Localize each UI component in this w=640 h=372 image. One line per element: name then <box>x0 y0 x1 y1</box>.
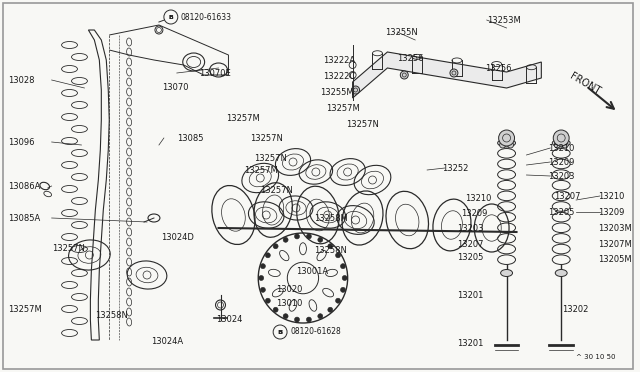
Ellipse shape <box>273 307 278 312</box>
Text: 13258N: 13258N <box>314 246 347 254</box>
Ellipse shape <box>552 139 570 147</box>
Text: 13256: 13256 <box>397 54 424 62</box>
Text: 13257N: 13257N <box>260 186 293 195</box>
Text: 13257N: 13257N <box>52 244 84 253</box>
Ellipse shape <box>318 237 323 242</box>
Text: 13256: 13256 <box>484 64 511 73</box>
Circle shape <box>499 130 515 146</box>
Ellipse shape <box>307 234 312 239</box>
Text: 13203M: 13203M <box>598 224 632 232</box>
Ellipse shape <box>335 298 340 303</box>
Ellipse shape <box>340 287 346 292</box>
Text: 13257N: 13257N <box>254 154 287 163</box>
Text: 13252: 13252 <box>442 164 468 173</box>
Text: 13257N: 13257N <box>250 134 283 142</box>
Text: 13210: 13210 <box>598 192 625 201</box>
Text: 08120-61628: 08120-61628 <box>290 327 340 337</box>
Ellipse shape <box>266 298 270 303</box>
Text: 13096: 13096 <box>8 138 35 147</box>
Text: 13255N: 13255N <box>385 28 418 36</box>
Circle shape <box>562 142 568 148</box>
Text: 13205M: 13205M <box>598 256 632 264</box>
Text: 13024A: 13024A <box>151 337 183 346</box>
Text: 13209: 13209 <box>461 208 487 218</box>
Ellipse shape <box>500 269 513 276</box>
Text: 13202: 13202 <box>562 305 589 314</box>
Circle shape <box>500 142 506 148</box>
Ellipse shape <box>400 71 408 79</box>
Text: 13207M: 13207M <box>598 240 632 248</box>
Text: 13209: 13209 <box>598 208 625 217</box>
Ellipse shape <box>283 237 288 242</box>
Ellipse shape <box>498 139 515 147</box>
Text: ^ 30 10 50: ^ 30 10 50 <box>576 354 616 360</box>
Ellipse shape <box>307 317 312 322</box>
Text: FRONT: FRONT <box>568 71 602 97</box>
Text: 08120-61633: 08120-61633 <box>180 13 232 22</box>
Text: 13253M: 13253M <box>486 16 520 25</box>
Ellipse shape <box>273 244 278 249</box>
Ellipse shape <box>259 276 264 280</box>
Text: B: B <box>169 15 173 19</box>
Ellipse shape <box>335 253 340 258</box>
Text: 13210: 13210 <box>465 193 492 202</box>
Text: 13024D: 13024D <box>161 232 194 241</box>
Ellipse shape <box>328 307 333 312</box>
Ellipse shape <box>260 264 266 269</box>
Text: 13024: 13024 <box>216 315 243 324</box>
Text: 13222A: 13222A <box>323 55 355 64</box>
Ellipse shape <box>266 253 270 258</box>
Polygon shape <box>353 52 541 98</box>
Text: B: B <box>278 330 282 334</box>
Text: 13086A: 13086A <box>8 182 40 190</box>
Text: 13210: 13210 <box>548 144 575 153</box>
Ellipse shape <box>328 244 333 249</box>
Ellipse shape <box>260 287 266 292</box>
Text: 13001A: 13001A <box>296 267 328 276</box>
Text: 13010: 13010 <box>276 299 303 308</box>
Text: 13209: 13209 <box>548 157 575 167</box>
Text: 13205: 13205 <box>548 208 575 217</box>
Text: B: B <box>168 15 173 19</box>
Ellipse shape <box>340 264 346 269</box>
Circle shape <box>553 130 569 146</box>
Ellipse shape <box>450 69 458 77</box>
Text: 13207: 13207 <box>554 192 580 201</box>
Text: 13020: 13020 <box>276 285 303 295</box>
Text: 13070E: 13070E <box>198 68 230 77</box>
Circle shape <box>273 325 287 339</box>
Circle shape <box>554 142 560 148</box>
Text: B: B <box>278 330 282 334</box>
Text: 13203: 13203 <box>548 171 575 180</box>
Text: 13203: 13203 <box>457 224 483 232</box>
Ellipse shape <box>351 86 360 94</box>
Text: 13207: 13207 <box>457 240 483 248</box>
Text: 13257M: 13257M <box>244 166 278 174</box>
Ellipse shape <box>294 317 300 322</box>
Text: 13257M: 13257M <box>227 113 260 122</box>
Text: 13258M: 13258M <box>314 214 348 222</box>
Ellipse shape <box>294 234 300 239</box>
Text: 13257N: 13257N <box>346 119 378 128</box>
Text: 13257M: 13257M <box>326 103 360 112</box>
Ellipse shape <box>556 269 567 276</box>
Ellipse shape <box>342 276 347 280</box>
Text: 13201: 13201 <box>457 340 483 349</box>
Text: 13070: 13070 <box>162 83 188 92</box>
Text: 13222C: 13222C <box>323 71 355 80</box>
Text: 13028: 13028 <box>8 76 35 84</box>
Text: 13085A: 13085A <box>8 214 40 222</box>
Text: 13205: 13205 <box>457 253 483 263</box>
Text: 13201: 13201 <box>457 292 483 301</box>
Ellipse shape <box>283 314 288 319</box>
Text: 13257M: 13257M <box>8 305 42 314</box>
Text: 13258N: 13258N <box>95 311 128 321</box>
Circle shape <box>164 10 178 24</box>
Text: 13255M: 13255M <box>320 87 353 96</box>
Circle shape <box>508 142 513 148</box>
Text: 13085: 13085 <box>177 134 204 142</box>
Ellipse shape <box>318 314 323 319</box>
